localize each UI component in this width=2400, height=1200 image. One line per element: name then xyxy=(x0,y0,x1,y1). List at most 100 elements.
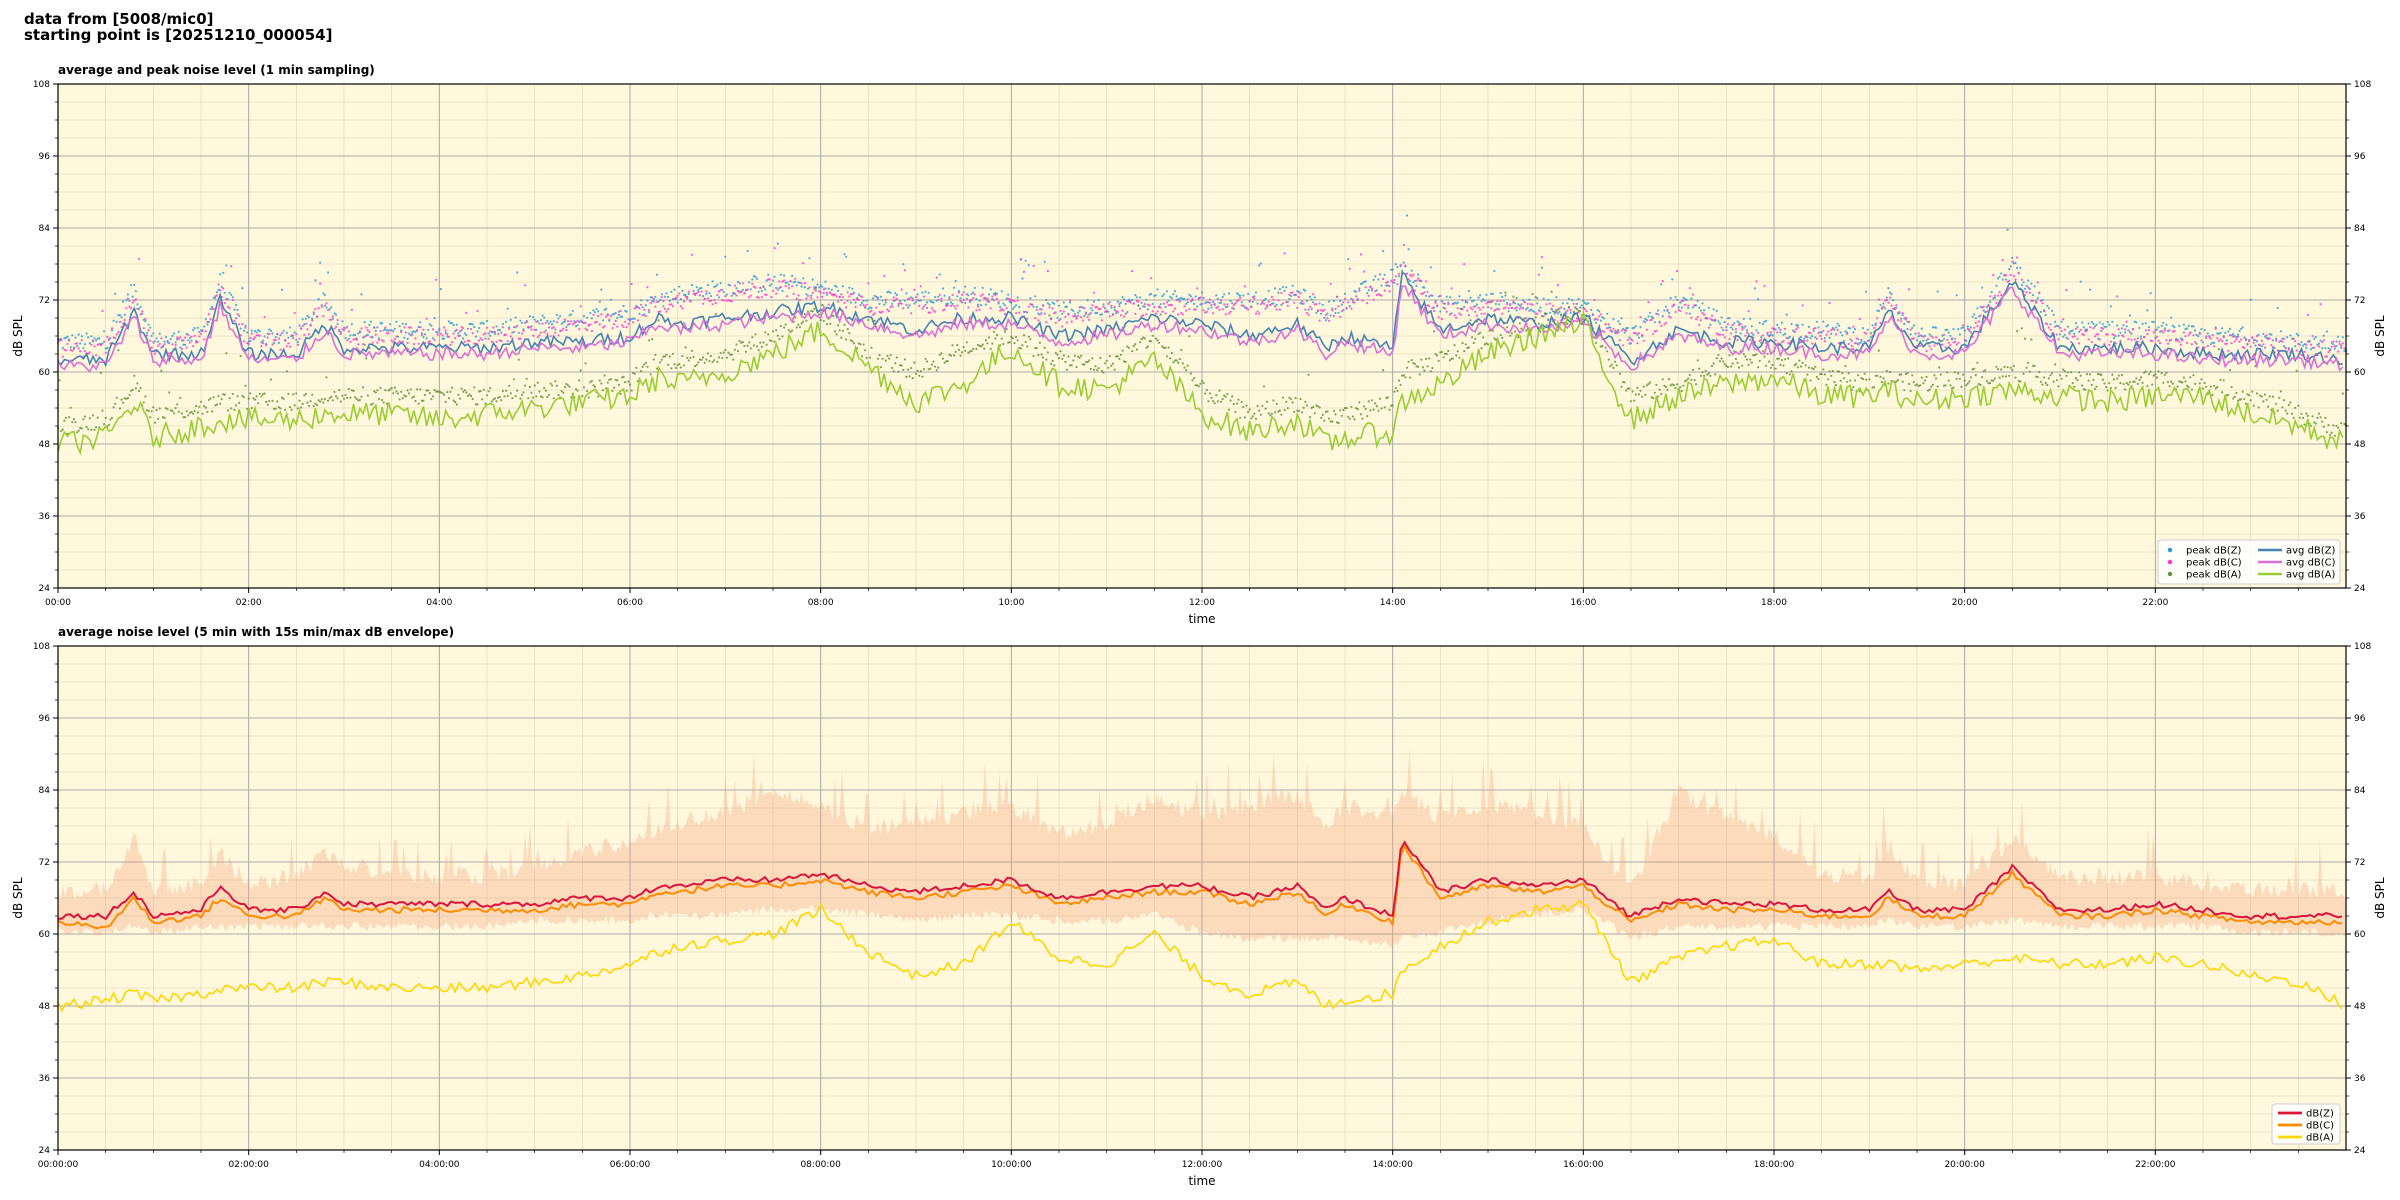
data-point-peak xyxy=(1900,317,1903,320)
data-point-peak xyxy=(285,345,288,348)
data-point-peak xyxy=(2260,339,2263,342)
data-point-peak xyxy=(1490,307,1493,310)
data-point-peak xyxy=(2084,388,2087,391)
data-point-peak xyxy=(1709,374,1712,377)
data-point-peak xyxy=(479,337,482,340)
data-point-peak xyxy=(1841,334,1844,337)
data-point-peak xyxy=(1976,307,1979,310)
data-point-peak xyxy=(1958,377,1961,380)
xtick-label: 12:00:00 xyxy=(1182,1160,1223,1170)
data-point-peak xyxy=(1213,302,1216,305)
data-point-peak xyxy=(76,431,79,434)
xtick-label: 16:00:00 xyxy=(1563,1160,1604,1170)
data-point-peak xyxy=(303,394,306,397)
data-point-peak xyxy=(519,337,522,340)
data-point-peak xyxy=(2039,380,2042,383)
data-point-peak xyxy=(1822,368,1825,371)
data-point-peak xyxy=(458,330,462,333)
data-point-peak xyxy=(2341,336,2344,339)
data-point-peak xyxy=(2317,412,2321,415)
data-point-peak xyxy=(2044,381,2047,385)
data-point-peak xyxy=(808,286,811,289)
data-point-peak xyxy=(2289,401,2292,404)
data-point-peak xyxy=(2182,331,2185,334)
data-point-peak xyxy=(598,323,601,326)
data-point-peak xyxy=(980,345,983,348)
ytick-label-right: 84 xyxy=(2354,224,2366,234)
data-point-peak xyxy=(686,356,689,359)
data-point-peak xyxy=(1860,338,1863,341)
data-point-peak xyxy=(1598,310,1601,313)
data-point-peak xyxy=(295,392,298,395)
data-point-peak xyxy=(479,390,482,393)
data-point-peak xyxy=(1456,350,1459,353)
data-point-peak xyxy=(2089,288,2092,291)
data-point-peak xyxy=(1717,353,1720,357)
data-point-peak xyxy=(368,346,371,350)
data-point-peak xyxy=(1423,291,1426,294)
data-point-peak xyxy=(1507,307,1510,310)
data-point-peak xyxy=(1966,325,1969,328)
data-point-peak xyxy=(1572,310,1575,313)
data-point-peak xyxy=(1483,343,1486,346)
x-axis-label: time xyxy=(1188,612,1215,626)
data-point-peak xyxy=(1361,282,1364,285)
data-point-peak xyxy=(2216,386,2219,389)
data-point-peak xyxy=(644,314,648,318)
data-point-peak xyxy=(2039,299,2042,302)
data-point-peak xyxy=(597,314,600,318)
data-point-peak xyxy=(1342,301,1345,304)
data-point-peak xyxy=(1566,302,1569,305)
data-point-peak xyxy=(1852,386,1855,389)
data-point-peak xyxy=(1393,390,1396,393)
data-point-peak xyxy=(2337,350,2340,353)
data-point-peak xyxy=(1188,308,1191,311)
data-point-peak xyxy=(2232,333,2235,336)
data-point-peak xyxy=(1361,417,1364,420)
data-point-peak xyxy=(288,345,292,348)
data-point-peak xyxy=(887,310,891,313)
data-point-peak xyxy=(439,332,442,335)
data-point-peak xyxy=(1531,292,1534,296)
data-point-peak xyxy=(1769,331,1772,334)
data-point-peak xyxy=(1108,301,1111,304)
data-point-peak xyxy=(1928,333,1931,336)
data-point-peak xyxy=(1444,352,1447,355)
data-point-peak xyxy=(729,284,732,287)
data-point-peak xyxy=(1963,329,1966,332)
data-point-peak xyxy=(395,390,398,393)
data-point-peak xyxy=(1331,309,1334,312)
data-point-peak xyxy=(1744,334,1747,337)
data-point-peak xyxy=(1173,359,1177,362)
data-point-peak xyxy=(988,336,991,339)
data-point-peak xyxy=(803,313,806,316)
data-point-peak xyxy=(60,338,63,342)
data-point-peak xyxy=(1145,346,1148,349)
data-point-peak xyxy=(211,410,214,413)
data-point-peak xyxy=(547,326,551,329)
data-point-peak xyxy=(751,282,754,285)
data-point-peak xyxy=(1965,384,1968,387)
data-point-peak xyxy=(552,320,555,323)
data-point-peak xyxy=(506,340,509,343)
data-point-peak xyxy=(2132,380,2135,383)
data-point-peak xyxy=(1429,266,1432,269)
data-point-peak xyxy=(384,328,387,331)
data-point-peak xyxy=(346,396,349,399)
data-point-peak xyxy=(1424,357,1428,360)
data-point-peak xyxy=(911,297,914,300)
data-point-peak xyxy=(1634,393,1637,396)
data-point-peak xyxy=(99,344,102,347)
data-point-peak xyxy=(1180,312,1183,315)
data-point-peak xyxy=(201,329,204,332)
data-point-peak xyxy=(1237,299,1240,302)
data-point-peak xyxy=(95,339,98,342)
data-point-peak xyxy=(771,330,775,333)
data-point-peak xyxy=(1703,313,1706,316)
data-point-peak xyxy=(995,333,999,337)
data-point-peak xyxy=(331,315,334,318)
data-point-peak xyxy=(905,303,908,306)
data-point-peak xyxy=(1936,290,1939,293)
data-point-peak xyxy=(757,349,760,352)
data-point-peak xyxy=(2041,298,2044,302)
